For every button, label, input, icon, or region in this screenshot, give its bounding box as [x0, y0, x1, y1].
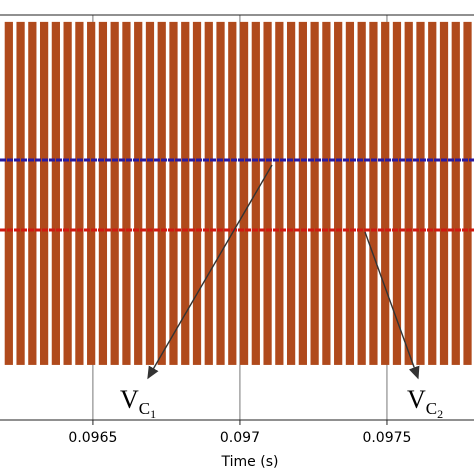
pulse [239, 21, 249, 365]
pulse [169, 21, 178, 365]
pulse [157, 21, 166, 365]
pulse [181, 21, 190, 365]
pulse [275, 21, 284, 365]
pulse [28, 21, 37, 365]
pulse [98, 21, 108, 365]
pulse [463, 21, 472, 365]
pulse [87, 21, 96, 365]
pulse [75, 21, 84, 365]
pulse [439, 21, 449, 365]
pulse [322, 21, 331, 365]
pulse [298, 21, 307, 365]
pulse [16, 21, 25, 365]
pulse [192, 21, 202, 365]
arrow [364, 231, 420, 380]
pulse [204, 21, 213, 365]
annotation: VC2 [407, 385, 443, 421]
pulse [39, 21, 49, 365]
pulse [334, 21, 343, 365]
x-tick-label: 0.097 [220, 430, 260, 446]
pulse [310, 21, 319, 365]
pulse [145, 21, 155, 365]
pulse [134, 21, 143, 365]
pulse [357, 21, 366, 365]
x-tick-label: 0.0975 [362, 430, 411, 446]
pulse [110, 21, 119, 365]
arrow [147, 164, 273, 380]
x-axis-label: Time (s) [221, 454, 279, 470]
x-tick-label: 0.0965 [68, 430, 117, 446]
pulse [263, 21, 272, 365]
pulse [63, 21, 72, 365]
pulse [4, 21, 13, 365]
pulse [392, 21, 402, 365]
pulse [286, 21, 296, 365]
pulse [228, 21, 237, 365]
pulse [369, 21, 378, 365]
pulse [216, 21, 225, 365]
pulse [51, 21, 60, 365]
pulse [122, 21, 131, 365]
pulse [428, 21, 437, 365]
pulse [451, 21, 460, 365]
pulse [381, 21, 390, 365]
annotation: VC1 [120, 385, 156, 421]
pulse [416, 21, 425, 365]
plot-frame [0, 14, 474, 421]
pulse [345, 21, 355, 365]
pulse [404, 21, 413, 365]
